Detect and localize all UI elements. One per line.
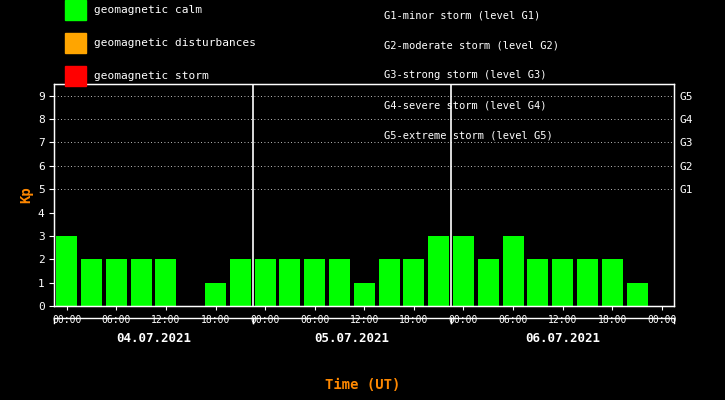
Bar (354, 283, 375, 306)
Bar (552, 259, 573, 306)
Bar (502, 236, 523, 306)
Bar (230, 259, 251, 306)
Text: G2-moderate storm (level G2): G2-moderate storm (level G2) (384, 40, 559, 50)
Bar (279, 259, 300, 306)
Bar (155, 259, 176, 306)
Text: G5-extreme storm (level G5): G5-extreme storm (level G5) (384, 130, 553, 140)
Bar (130, 259, 152, 306)
Bar (304, 259, 326, 306)
Text: G1-minor storm (level G1): G1-minor storm (level G1) (384, 10, 541, 20)
Text: geomagnetic calm: geomagnetic calm (94, 5, 202, 15)
Bar (428, 236, 450, 306)
Bar (403, 259, 424, 306)
Bar (577, 259, 598, 306)
Bar (602, 259, 623, 306)
Y-axis label: Kp: Kp (20, 187, 34, 203)
Text: Time (UT): Time (UT) (325, 378, 400, 392)
Bar (81, 259, 102, 306)
Bar (478, 259, 499, 306)
Bar (205, 283, 226, 306)
Bar (254, 259, 276, 306)
Text: 04.07.2021: 04.07.2021 (116, 332, 191, 344)
Bar (378, 259, 399, 306)
Text: G3-strong storm (level G3): G3-strong storm (level G3) (384, 70, 547, 80)
Text: G4-severe storm (level G4): G4-severe storm (level G4) (384, 100, 547, 110)
Text: 05.07.2021: 05.07.2021 (315, 332, 389, 344)
Bar (626, 283, 647, 306)
Bar (527, 259, 548, 306)
Bar (106, 259, 127, 306)
Text: geomagnetic storm: geomagnetic storm (94, 70, 209, 81)
Bar (453, 236, 474, 306)
Bar (57, 236, 78, 306)
Bar (329, 259, 350, 306)
Text: 06.07.2021: 06.07.2021 (525, 332, 600, 344)
Text: geomagnetic disturbances: geomagnetic disturbances (94, 38, 256, 48)
